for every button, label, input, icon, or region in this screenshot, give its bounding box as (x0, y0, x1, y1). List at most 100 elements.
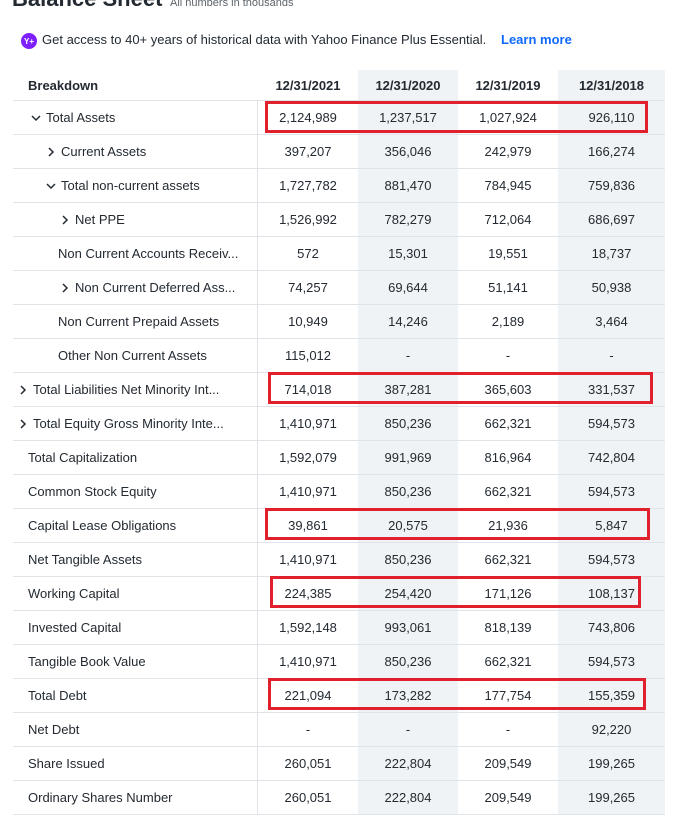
value-cell: 759,836 (558, 169, 665, 203)
value-cell: 1,727,782 (258, 169, 358, 203)
value-cell: 993,061 (358, 611, 458, 645)
value-cell: 166,274 (558, 135, 665, 169)
row-label-text: Tangible Book Value (28, 654, 146, 669)
row-label: Share Issued (13, 747, 258, 781)
value-cell: 115,012 (258, 339, 358, 373)
row-label: Non Current Prepaid Assets (13, 305, 258, 339)
value-cell: 92,220 (558, 713, 665, 747)
value-cell: 10,949 (258, 305, 358, 339)
value-cell: 850,236 (358, 543, 458, 577)
row-label-text: Non Current Deferred Ass... (75, 280, 236, 295)
row-label-text: Total Assets (46, 110, 116, 125)
expand-chevron[interactable] (31, 113, 41, 123)
row-label: Non Current Accounts Receiv... (13, 237, 258, 271)
learn-more-link[interactable]: Learn more (501, 32, 572, 47)
plus-icon: Y+ (21, 33, 37, 49)
value-cell: 662,321 (458, 645, 558, 679)
value-cell: 594,573 (558, 645, 665, 679)
value-cell: 743,806 (558, 611, 665, 645)
value-cell: 39,861 (258, 509, 358, 543)
value-cell: 365,603 (458, 373, 558, 407)
value-cell: 224,385 (258, 577, 358, 611)
highlight-box (268, 678, 646, 710)
value-cell: 572 (258, 237, 358, 271)
value-cell: 1,410,971 (258, 645, 358, 679)
value-cell: 3,464 (558, 305, 665, 339)
units-note: All numbers in thousands (170, 0, 294, 9)
row-label-text: Ordinary Shares Number (28, 790, 173, 805)
row-label-text: Current Assets (61, 144, 147, 159)
value-cell: 816,964 (458, 441, 558, 475)
value-cell: 782,279 (358, 203, 458, 237)
value-cell: 662,321 (458, 407, 558, 441)
value-cell: 594,573 (558, 475, 665, 509)
row-label-text: Net Debt (28, 722, 80, 737)
row-label: Total non-current assets (13, 169, 258, 203)
value-cell: 2,189 (458, 305, 558, 339)
value-cell: 69,644 (358, 271, 458, 305)
row-label: Total Debt (13, 679, 258, 713)
value-cell: - (458, 339, 558, 373)
value-cell: 1,410,971 (258, 407, 358, 441)
row-label: Total Assets (13, 101, 258, 135)
highlight-box (265, 101, 648, 133)
row-label: Ordinary Shares Number (13, 781, 258, 815)
highlight-box (270, 576, 641, 608)
value-cell: 991,969 (358, 441, 458, 475)
page-title: Balance Sheet (12, 0, 162, 12)
value-cell: 260,051 (258, 747, 358, 781)
value-cell: 594,573 (558, 543, 665, 577)
row-label: Non Current Deferred Ass... (13, 271, 258, 305)
value-cell: 686,697 (558, 203, 665, 237)
row-label-text: Total Equity Gross Minority Inte... (33, 416, 224, 431)
value-cell: 712,064 (458, 203, 558, 237)
value-cell: 199,265 (558, 781, 665, 815)
row-label-text: Non Current Prepaid Assets (58, 314, 220, 329)
row-label-text: Total Capitalization (28, 450, 138, 465)
svg-text:Y+: Y+ (24, 37, 34, 46)
row-label: Net Tangible Assets (13, 543, 258, 577)
value-cell: 14,246 (358, 305, 458, 339)
value-cell: 850,236 (358, 475, 458, 509)
value-cell: 222,804 (358, 747, 458, 781)
expand-chevron[interactable] (60, 283, 70, 293)
row-label-text: Working Capital (28, 586, 120, 601)
value-cell: 18,737 (558, 237, 665, 271)
row-label-text: Non Current Accounts Receiv... (58, 246, 239, 261)
row-label: Total Equity Gross Minority Inte... (13, 407, 258, 441)
row-label: Total Capitalization (13, 441, 258, 475)
expand-chevron[interactable] (60, 215, 70, 225)
expand-chevron[interactable] (18, 385, 28, 395)
row-label-text: Common Stock Equity (28, 484, 157, 499)
value-cell: 850,236 (358, 407, 458, 441)
expand-chevron[interactable] (46, 181, 56, 191)
value-cell: 850,236 (358, 645, 458, 679)
expand-chevron[interactable] (46, 147, 56, 157)
row-label: Common Stock Equity (13, 475, 258, 509)
value-cell: 221,094 (258, 679, 358, 713)
value-cell: 1,592,079 (258, 441, 358, 475)
row-label: Other Non Current Assets (13, 339, 258, 373)
value-cell: - (558, 339, 665, 373)
expand-chevron[interactable] (18, 419, 28, 429)
value-cell: - (358, 713, 458, 747)
value-cell: 260,051 (258, 781, 358, 815)
banner-text: Get access to 40+ years of historical da… (42, 32, 487, 47)
row-label: Current Assets (13, 135, 258, 169)
value-cell: 714,018 (258, 373, 358, 407)
value-cell: 662,321 (458, 543, 558, 577)
column-header: 12/31/2019 (458, 70, 558, 101)
value-cell: 2,124,989 (258, 101, 358, 135)
highlight-box (268, 372, 653, 404)
row-label-text: Total non-current assets (61, 178, 200, 193)
value-cell: 209,549 (458, 781, 558, 815)
value-cell: 1,526,992 (258, 203, 358, 237)
column-header: Breakdown (13, 70, 258, 101)
value-cell: 242,979 (458, 135, 558, 169)
value-cell: 1,237,517 (358, 101, 458, 135)
value-cell: 784,945 (458, 169, 558, 203)
row-label: Working Capital (13, 577, 258, 611)
value-cell: 1,410,971 (258, 543, 358, 577)
value-cell: 209,549 (458, 747, 558, 781)
